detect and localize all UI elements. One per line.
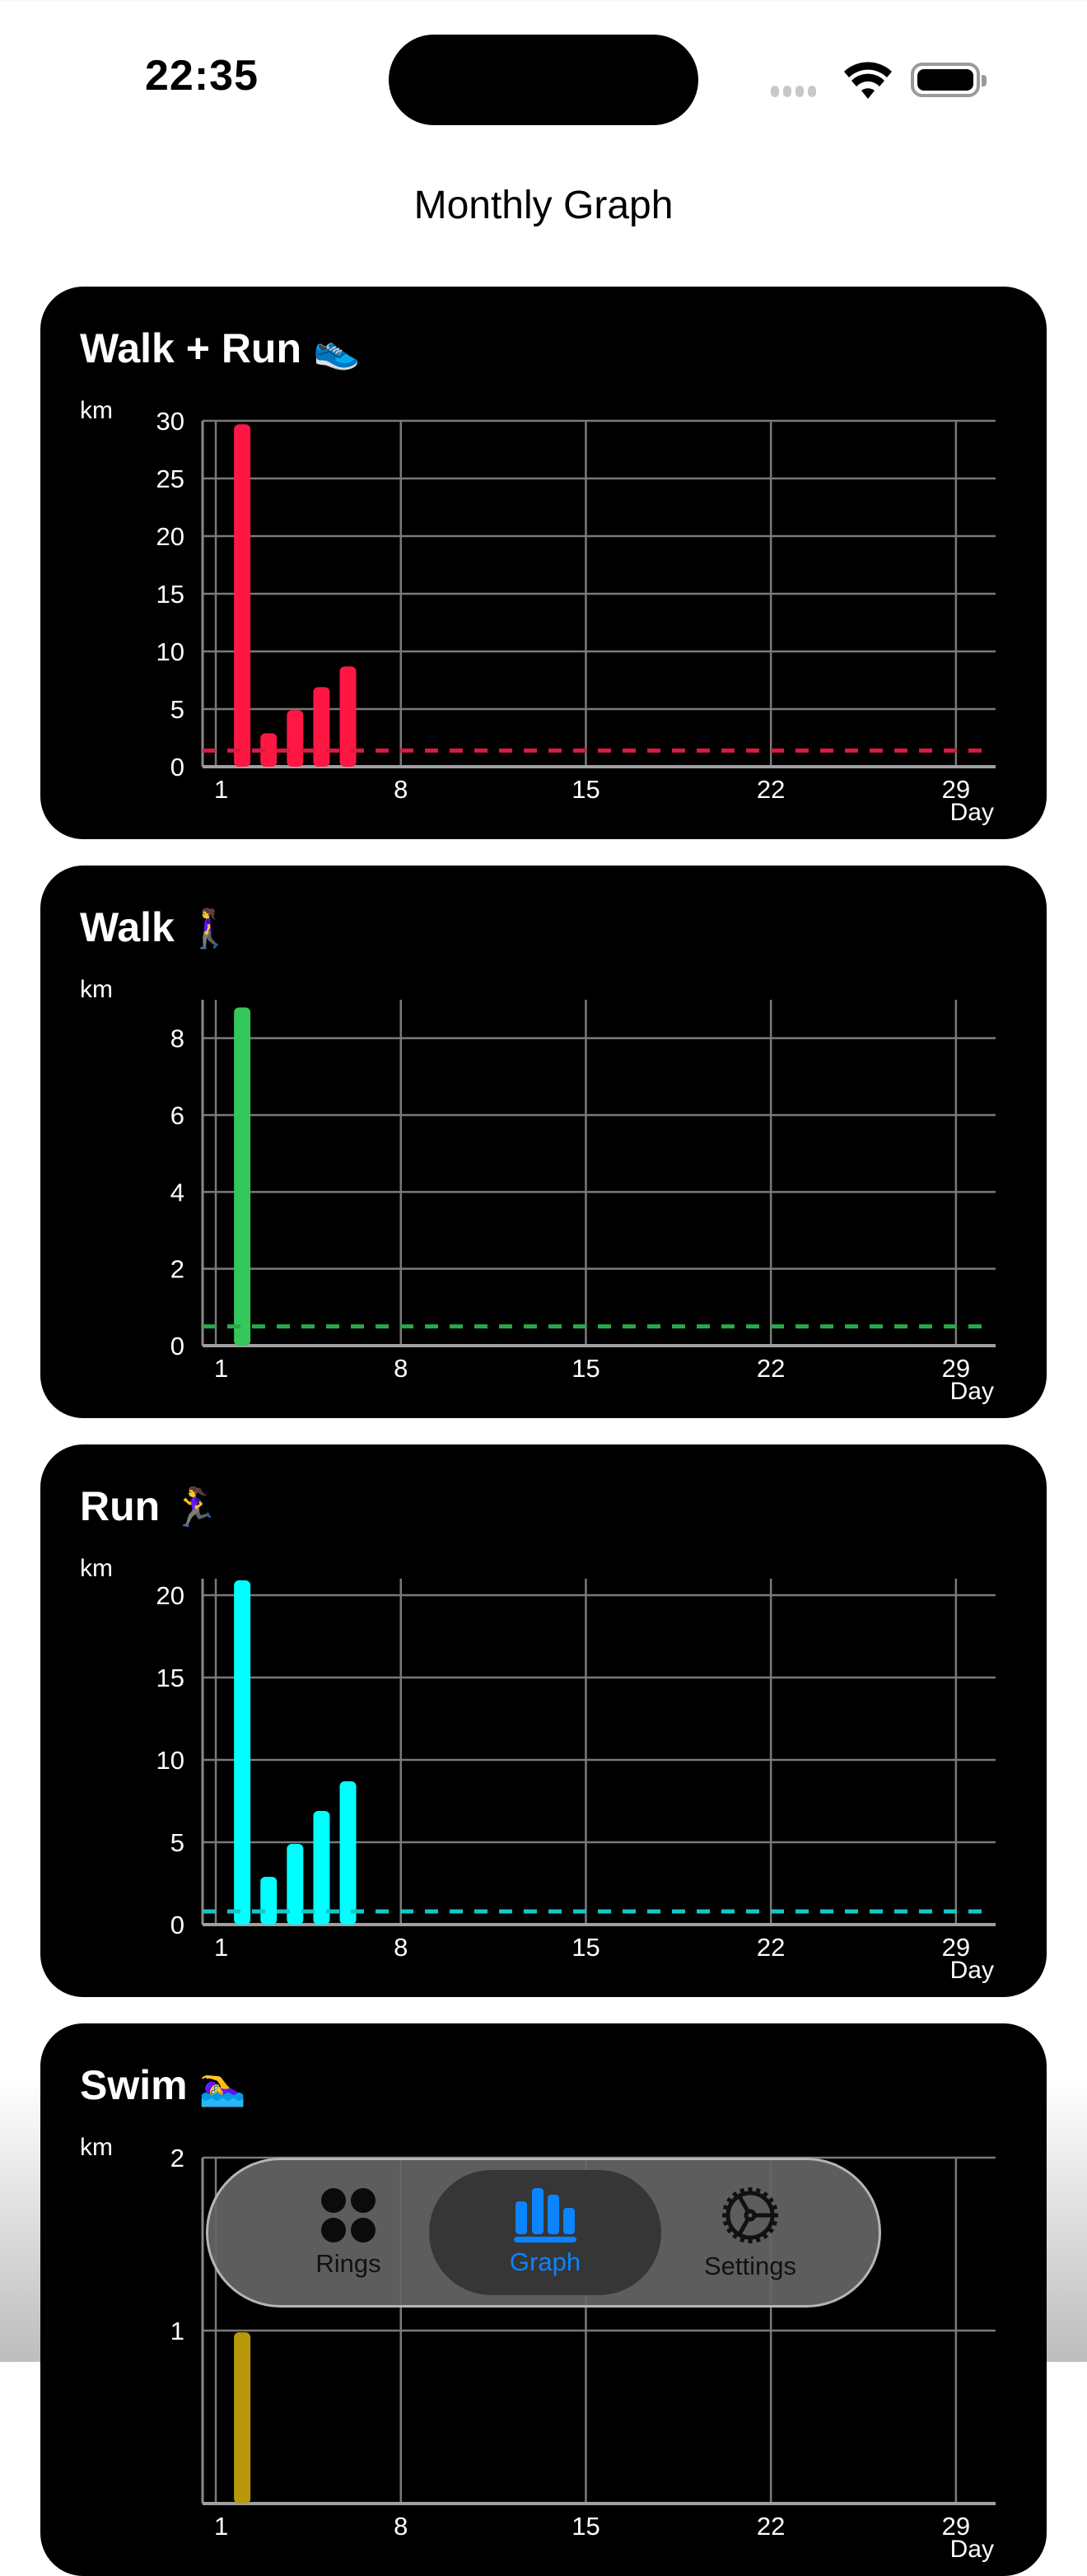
- tab-rings[interactable]: Rings: [258, 2160, 439, 2305]
- bar-chart: 1 8 15 22 29 0 5 10 15 20 25 30: [156, 407, 996, 804]
- x-tick-label: 8: [394, 2512, 408, 2541]
- x-tick-label: 29: [942, 1354, 970, 1383]
- status-time: 22:35: [145, 52, 259, 100]
- x-axis-unit: Day: [949, 799, 994, 826]
- bar-chart: 1 8 15 22 29 0 5 10 15 20: [156, 1579, 996, 1962]
- bar: [234, 1580, 251, 1925]
- running-person-icon: 🏃‍♀️: [171, 1486, 219, 1528]
- x-tick-label: 8: [394, 1354, 408, 1383]
- tab-bar: Rings Graph Settings: [206, 2158, 881, 2308]
- y-axis-unit: km: [80, 976, 113, 1003]
- bar: [287, 710, 304, 767]
- y-tick-label: 5: [170, 695, 184, 724]
- tab-label: Rings: [315, 2249, 381, 2278]
- y-tick-label: 15: [156, 580, 184, 609]
- y-tick-label: 8: [170, 1024, 184, 1053]
- sneaker-icon: 👟: [313, 328, 361, 371]
- x-tick-label: 1: [214, 1354, 228, 1383]
- y-axis-unit: km: [80, 397, 113, 424]
- bar: [313, 1811, 330, 1925]
- y-axis-unit: km: [80, 1555, 113, 1582]
- x-tick-label: 8: [394, 775, 408, 804]
- y-tick-label: 15: [156, 1664, 184, 1692]
- y-tick-label: 30: [156, 407, 184, 436]
- x-tick-label: 1: [214, 2512, 228, 2541]
- x-tick-label: 1: [214, 1933, 228, 1962]
- card-title: Walk + Run 👟: [80, 325, 361, 371]
- bar: [260, 733, 278, 767]
- battery-icon: [911, 63, 987, 97]
- four-circles-icon: [321, 2188, 376, 2242]
- y-tick-label: 10: [156, 637, 184, 666]
- bar: [234, 1007, 251, 1346]
- y-tick-label: 5: [170, 1828, 184, 1857]
- chart-card-walk: Walk 🚶‍♀️ km 1 8 15 22 29 0 2 4 6 8 Day: [40, 866, 1047, 1418]
- chart-card-walk-run: Walk + Run 👟 km 1 8 15 22 29 0 5 10 15 20 25 30 Day: [40, 287, 1047, 839]
- x-tick-label: 1: [214, 775, 228, 804]
- bar: [260, 1877, 278, 1925]
- wifi-icon: [844, 62, 892, 99]
- x-tick-label: 22: [757, 1933, 785, 1962]
- card-title: Swim 🏊‍♀️: [80, 2062, 246, 2108]
- bar-chart-icon: [514, 2188, 576, 2242]
- status-bar: 22:35: [0, 0, 1087, 156]
- y-axis-unit: km: [80, 2134, 113, 2161]
- y-tick-label: 2: [170, 2144, 184, 2172]
- bar-chart: 1 8 15 22 29 0 2 4 6 8: [170, 1000, 996, 1383]
- y-tick-label: 1: [170, 2317, 184, 2345]
- x-axis-unit: Day: [949, 2536, 994, 2563]
- x-tick-label: 22: [757, 775, 785, 804]
- x-tick-label: 22: [757, 1354, 785, 1383]
- tab-label: Graph: [509, 2247, 581, 2276]
- bar: [339, 1781, 357, 1925]
- gear-icon: [722, 2187, 778, 2243]
- swimming-person-icon: 🏊‍♀️: [198, 2065, 246, 2107]
- bar: [313, 687, 330, 767]
- bar: [287, 1844, 304, 1925]
- cellular-signal-icon: [771, 86, 816, 97]
- y-tick-label: 20: [156, 1581, 184, 1610]
- dynamic-island: [389, 35, 698, 125]
- y-tick-label: 25: [156, 464, 184, 493]
- x-axis-unit: Day: [949, 1378, 994, 1405]
- x-tick-label: 22: [757, 2512, 785, 2541]
- y-tick-label: 6: [170, 1101, 184, 1130]
- x-tick-label: 15: [571, 2512, 599, 2541]
- y-tick-label: 4: [170, 1178, 184, 1206]
- x-tick-label: 29: [942, 775, 970, 804]
- walking-person-icon: 🚶‍♀️: [185, 907, 234, 950]
- y-tick-label: 0: [170, 753, 184, 782]
- y-tick-label: 2: [170, 1255, 184, 1284]
- tab-graph[interactable]: Graph: [429, 2170, 661, 2295]
- x-tick-label: 15: [571, 775, 599, 804]
- bar: [234, 2332, 251, 2504]
- x-tick-label: 15: [571, 1354, 599, 1383]
- bar: [234, 424, 251, 767]
- y-tick-label: 0: [170, 1332, 184, 1360]
- x-tick-label: 15: [571, 1933, 599, 1962]
- y-tick-label: 20: [156, 522, 184, 551]
- x-axis-unit: Day: [949, 1957, 994, 1984]
- bar: [339, 666, 357, 767]
- card-title: Run 🏃‍♀️: [80, 1483, 219, 1529]
- tab-label: Settings: [703, 2252, 796, 2280]
- card-title: Walk 🚶‍♀️: [80, 904, 234, 950]
- chart-card-run: Run 🏃‍♀️ km 1 8 15 22 29 0 5 10 15 20 Day: [40, 1444, 1047, 1997]
- tab-settings[interactable]: Settings: [660, 2160, 841, 2305]
- y-tick-label: 0: [170, 1911, 184, 1939]
- page-title: Monthly Graph: [413, 184, 674, 227]
- x-tick-label: 29: [942, 1933, 970, 1962]
- y-tick-label: 10: [156, 1746, 184, 1775]
- x-tick-label: 8: [394, 1933, 408, 1962]
